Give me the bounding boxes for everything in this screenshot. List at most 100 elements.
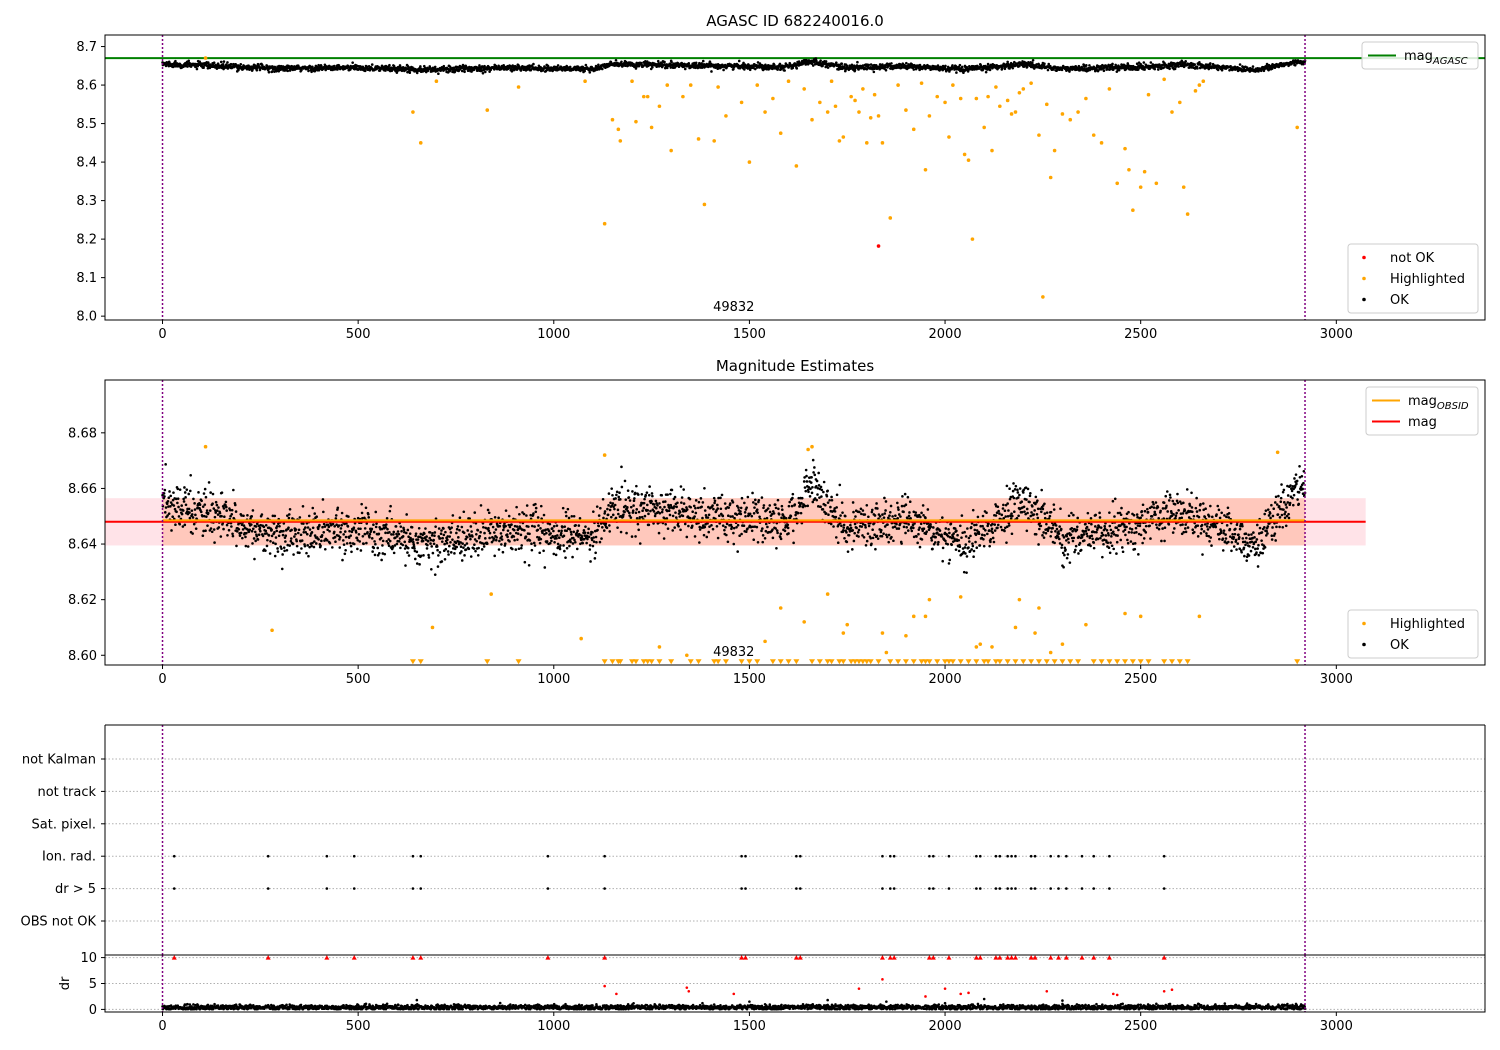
ok-point [343,530,347,533]
ok-point [773,503,777,506]
ok-point [206,61,210,64]
ok-point [445,541,449,545]
ok-point [275,524,279,528]
ok-point [1102,69,1106,73]
ok-point [471,535,474,538]
ok-point [656,504,659,507]
ok-point [568,65,572,69]
ok-point [906,495,910,499]
ok-point [825,494,829,498]
ok-point [726,514,730,518]
ok-point [179,508,182,511]
ok-point [393,544,397,547]
ok-point [217,526,221,529]
ok-point [632,499,636,503]
ok-point [575,531,579,535]
ok-point [460,69,464,73]
ok-point [681,507,684,511]
ok-point [428,536,432,540]
ok-point [433,534,436,538]
ok-point [229,62,233,66]
ok-point [555,524,559,527]
ok-point [482,525,485,529]
ok-point [305,551,308,555]
legend-label: Highlighted [1390,272,1465,287]
ok-point [338,546,342,549]
ok-point [532,62,535,66]
ok-point [593,68,597,72]
ok-point [530,542,533,546]
ok-point [568,538,572,542]
ok-point [520,544,523,547]
ok-point [405,513,408,516]
ok-point [739,512,743,516]
ok-point [246,513,249,517]
ok-point [791,66,795,70]
ok-point [583,531,587,534]
ok-point [427,556,431,559]
ok-point [282,529,285,533]
ok-point [750,529,754,533]
ok-point [597,63,600,67]
ok-point [455,531,458,535]
ok-point [348,529,351,533]
ok-point [481,71,485,75]
ok-point [865,67,869,71]
y-tick-label: 8.7 [76,40,97,55]
ok-point [908,500,912,504]
ok-point [559,531,563,535]
ok-point [811,458,815,462]
ok-point [875,534,879,538]
ok-point [811,486,814,489]
ok-point [171,515,174,518]
ok-point [451,514,455,517]
highlighted-point [786,79,791,84]
ok-point [482,545,486,548]
ok-point [337,524,341,527]
ok-point [524,535,528,539]
ok-point [271,514,275,518]
ok-point [469,525,473,528]
ok-point [905,525,909,529]
ok-point [230,512,234,516]
ok-point [308,545,311,549]
y-tick-label: 8.6 [76,79,97,94]
ok-point [791,496,794,500]
ok-point [738,534,741,538]
ok-point [736,523,740,527]
ok-point [748,512,752,516]
ok-point [780,508,784,512]
ok-point [536,535,539,539]
ok-point [765,67,768,71]
ok-point [606,507,609,511]
ok-point [541,529,545,532]
ok-point [716,536,720,540]
ok-point [568,544,571,548]
ok-point [637,528,640,532]
ok-point [404,531,408,535]
ok-point [188,516,192,520]
ok-point [739,510,742,513]
ok-point [286,543,290,547]
ok-point [534,506,538,510]
ok-point [284,534,288,538]
ok-point [665,509,669,513]
ok-point [881,63,884,66]
ok-point [536,528,540,532]
ok-point [412,545,416,548]
ok-point [1035,63,1038,66]
ok-point [491,525,495,529]
ok-point [689,516,692,520]
ok-point [363,527,367,530]
ok-point [295,539,299,543]
ok-point [508,540,511,543]
ok-point [815,498,819,502]
highlighted-point [982,125,986,130]
ok-point [591,544,595,548]
ok-point [717,514,721,518]
ok-point [253,530,257,534]
ok-point [858,510,861,514]
ok-point [561,525,564,529]
ok-point [233,503,237,507]
ok-point [281,553,284,556]
